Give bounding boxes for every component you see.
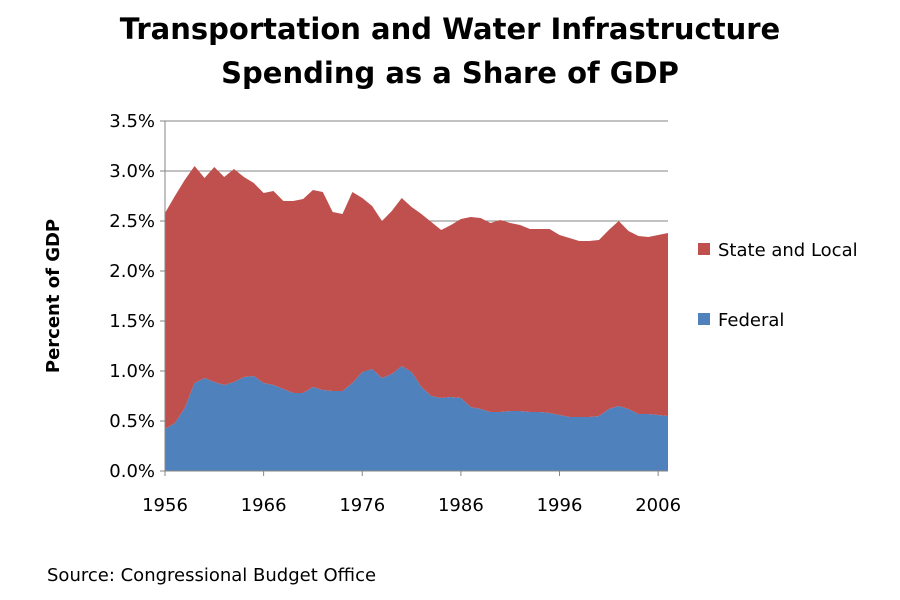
x-tick-label: 1956	[142, 495, 188, 516]
chart-title-line-1: Transportation and Water Infrastructure	[119, 12, 781, 46]
stacked-area-chart: 0.0% 0.5% 1.0% 1.5% 2.0% 2.5% 3.0% 3.5% 1956 1966…	[43, 111, 858, 516]
area-federal	[165, 366, 668, 471]
legend-swatch-state-and-local	[698, 243, 710, 255]
x-tick-label: 1986	[438, 495, 484, 516]
legend-label-federal: Federal	[718, 310, 784, 331]
legend-label-state-and-local: State and Local	[718, 240, 858, 261]
y-tick-label: 0.5%	[109, 411, 155, 432]
x-tick-label: 1976	[339, 495, 385, 516]
y-tick-label: 3.0%	[109, 161, 155, 182]
chart-title-line-2: Spending as a Share of GDP	[221, 56, 679, 90]
legend-swatch-federal	[698, 313, 710, 325]
area-state-and-local	[165, 166, 668, 429]
x-tick-label: 1966	[241, 495, 287, 516]
y-tick-label: 2.0%	[109, 261, 155, 282]
source-note: Source: Congressional Budget Office	[47, 565, 377, 586]
y-axis-title: Percent of GDP	[43, 219, 64, 373]
y-tick-label: 1.5%	[109, 311, 155, 332]
x-tick-label: 2006	[635, 495, 681, 516]
y-tick-label: 0.0%	[109, 461, 155, 482]
y-tick-label: 1.0%	[109, 361, 155, 382]
y-tick-label: 2.5%	[109, 211, 155, 232]
x-tick-label: 1996	[537, 495, 583, 516]
y-tick-label: 3.5%	[109, 111, 155, 132]
